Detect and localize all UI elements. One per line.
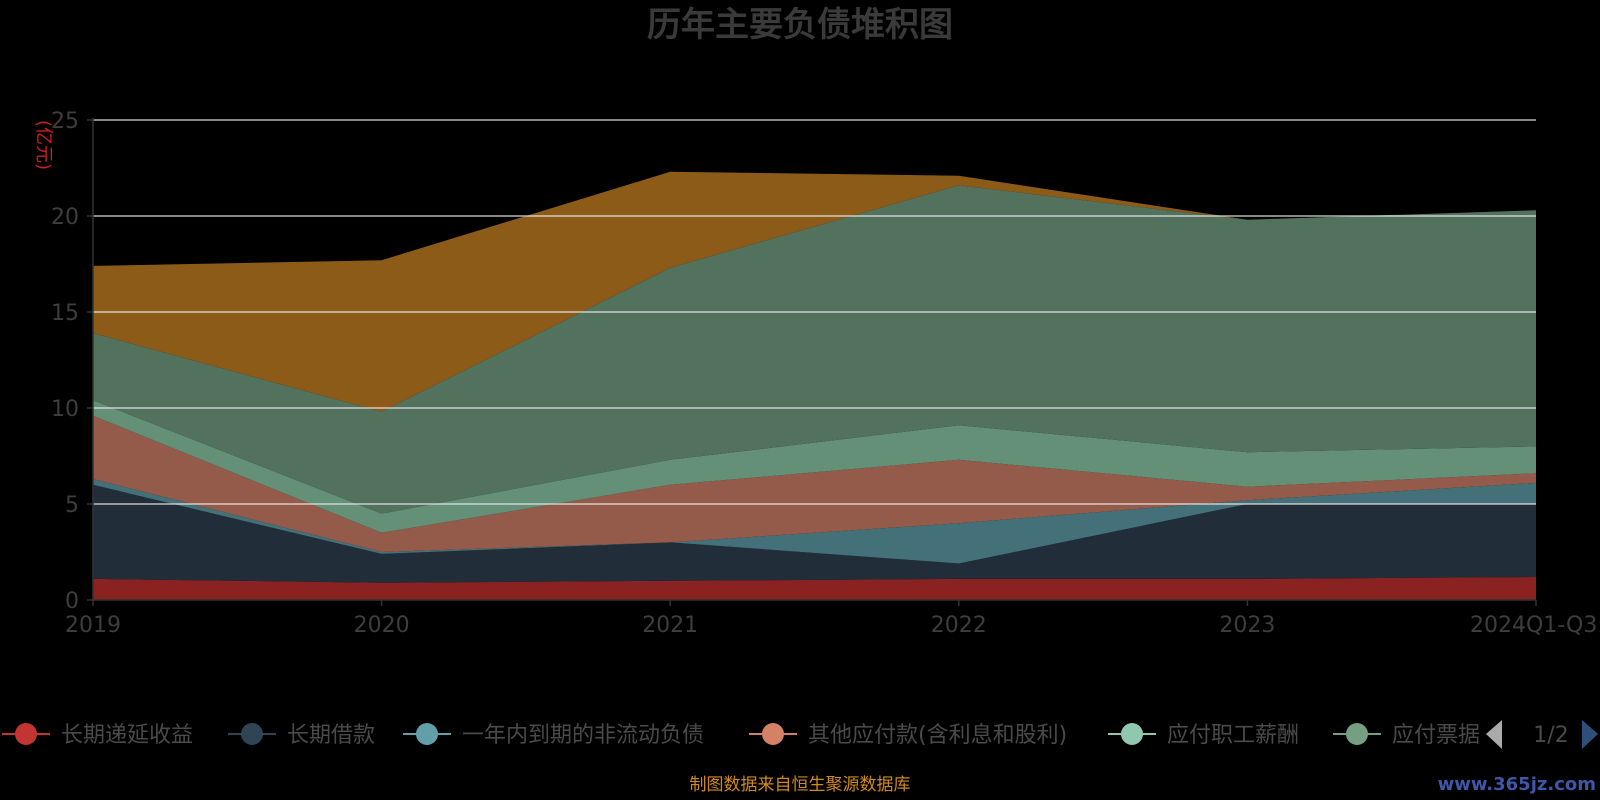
- legend-item-0[interactable]: 长期递延收益: [2, 723, 193, 748]
- gridlines: [93, 119, 1536, 505]
- legend-circle-icon: [241, 723, 263, 745]
- x-tick-label: 2024Q1-Q3: [1470, 613, 1597, 638]
- area-layers: [93, 171, 1536, 600]
- next-page-icon[interactable]: [1582, 720, 1598, 749]
- legend-circle-icon: [1346, 723, 1368, 745]
- data-source-note: 制图数据来自恒生聚源数据库: [690, 775, 911, 795]
- area-series-3[interactable]: [93, 415, 1536, 552]
- legend-circle-icon: [762, 723, 784, 745]
- watermark: www.365jz.com: [1438, 774, 1596, 795]
- area-series-5[interactable]: [93, 185, 1536, 514]
- y-tick-label: 15: [51, 301, 79, 326]
- legend-circle-icon: [15, 723, 37, 745]
- y-tick-label: 25: [51, 109, 79, 134]
- legend-item-3[interactable]: 其他应付款(含利息和股利): [749, 723, 1067, 748]
- legend-label: 应付票据: [1392, 723, 1480, 748]
- area-series-0[interactable]: [93, 577, 1536, 600]
- legend-item-1[interactable]: 长期借款: [228, 723, 375, 748]
- chart-title: 历年主要负债堆积图: [647, 5, 953, 45]
- x-tick-label: 2019: [65, 613, 121, 638]
- y-tick-label: 20: [51, 205, 79, 230]
- legend-item-5[interactable]: 应付票据: [1333, 723, 1480, 748]
- legend-label: 长期递延收益: [61, 723, 193, 748]
- y-tick-label: 10: [51, 397, 79, 422]
- area-series-6[interactable]: [93, 171, 1536, 412]
- x-tick-label: 2021: [642, 613, 698, 638]
- x-tick-label: 2023: [1219, 613, 1275, 638]
- y-tick-label: 0: [65, 589, 79, 614]
- legend-item-4[interactable]: 应付职工薪酬: [1108, 723, 1299, 748]
- area-series-4[interactable]: [93, 400, 1536, 533]
- legend-label: 应付职工薪酬: [1167, 723, 1299, 748]
- legend-label: 其他应付款(含利息和股利): [808, 723, 1067, 748]
- x-tick-label: 2022: [931, 613, 987, 638]
- y-tick-label: 5: [65, 493, 79, 518]
- legend[interactable]: 长期递延收益 长期借款 一年内到期的非流动负债 其他应付款(含利息和股利) 应付职工薪酬…: [2, 720, 1598, 749]
- axes: 0 5 10 15 20 25 2019 2020 2021 2022 2023 2024Q1-Q3: [51, 109, 1597, 638]
- prev-page-icon[interactable]: [1486, 720, 1502, 749]
- legend-label: 一年内到期的非流动负债: [462, 723, 704, 748]
- legend-page-indicator: 1/2: [1533, 723, 1568, 748]
- legend-pager[interactable]: 1/2: [1486, 720, 1598, 749]
- legend-circle-icon: [1121, 723, 1143, 745]
- area-series-2[interactable]: [93, 479, 1536, 564]
- legend-circle-icon: [416, 723, 438, 745]
- area-series-1[interactable]: [93, 484, 1536, 583]
- y-unit-label: (亿元): [33, 120, 54, 170]
- legend-item-2[interactable]: 一年内到期的非流动负债: [403, 723, 704, 748]
- legend-label: 长期借款: [287, 723, 375, 748]
- x-tick-label: 2020: [354, 613, 410, 638]
